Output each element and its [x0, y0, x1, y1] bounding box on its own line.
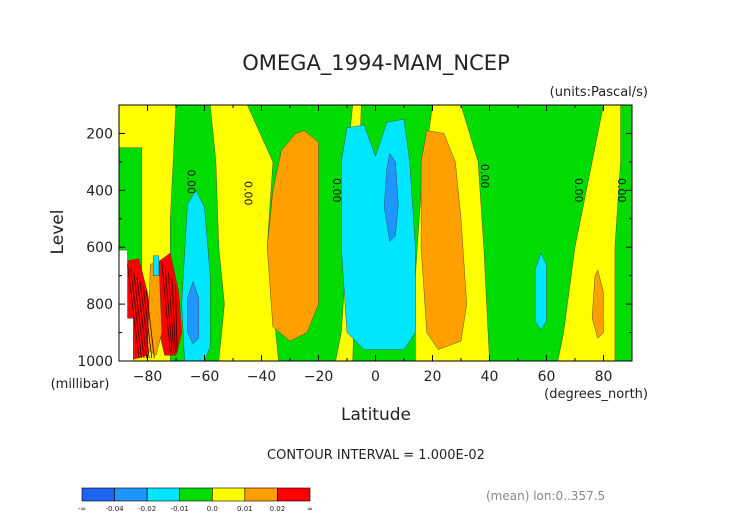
y-tick-label: 400: [86, 183, 113, 199]
contour-region-orange-blob-s25: [267, 130, 319, 342]
legend-level-label: ∞: [307, 505, 313, 513]
dense-contour-line: [136, 277, 148, 359]
dense-contour-line: [130, 268, 142, 359]
x-tick-label: −80: [133, 369, 163, 385]
legend-swatch: [114, 487, 148, 502]
x-tick-label: 40: [481, 369, 499, 385]
x-tick-label: −20: [304, 369, 334, 385]
contour-region-cyan-spot-s78: [152, 255, 160, 276]
legend-level-label: -0.04: [106, 505, 125, 513]
zero-contour-label: 0.00: [615, 178, 628, 203]
legend-level-label: -0.01: [171, 505, 189, 513]
contour-region-cyan-strip-n60: [534, 252, 547, 330]
dense-contour-line: [168, 272, 175, 353]
contour-region-cyan-band-eq: [341, 118, 416, 350]
contour-interval-text: CONTOUR INTERVAL = 1.000E-02: [267, 448, 485, 463]
zero-contour-label: 0.00: [330, 178, 343, 203]
legend-swatch: [146, 487, 181, 502]
zero-contour-label: 0.00: [241, 181, 254, 206]
legend-level-label: 0.0: [207, 505, 218, 513]
dense-contour-line: [133, 272, 145, 359]
x-axis-label: Latitude: [341, 405, 411, 425]
contour-region-blue-strip-s63: [187, 281, 200, 345]
x-tick-label: 80: [595, 369, 613, 385]
legend-level-label: 0.02: [270, 505, 286, 513]
legend-swatch: [81, 487, 115, 502]
legend-level-label: -0.02: [138, 505, 156, 513]
legend-swatch: [244, 487, 278, 502]
x-tick-label: 60: [538, 369, 556, 385]
y-axis: 200 400 600 800 1000: [77, 126, 632, 370]
contour-region-blue-strip-eq: [383, 153, 399, 242]
y-tick-label: 1000: [77, 354, 113, 370]
y-units-label: (millibar): [51, 377, 110, 392]
chart-title: OMEGA_1994-MAM_NCEP: [242, 51, 509, 76]
dense-contour-line: [139, 281, 150, 359]
legend-swatch: [277, 487, 311, 502]
x-axis: −80 −60 −40 −20 0 20 40 60 80: [118, 105, 633, 385]
dense-contour-line: [142, 285, 153, 359]
y-tick-label: 800: [86, 297, 113, 313]
plot-area: [118, 104, 633, 362]
x-tick-label: 0: [371, 369, 380, 385]
units-label: (units:Pascal/s): [550, 85, 648, 100]
y-axis-label: Level: [48, 210, 68, 255]
legend-swatch: [179, 487, 213, 502]
x-units-label: (degrees_north): [544, 387, 648, 402]
dense-contour-line: [127, 264, 140, 359]
footer-text: (mean) lon:0..357.5: [486, 489, 605, 503]
x-tick-label: 20: [424, 369, 442, 385]
zero-contour-label: 0.00: [478, 164, 491, 189]
legend-level-label: -∞: [78, 505, 86, 513]
zero-contour-label: 0.00: [184, 170, 197, 195]
y-tick-label: 600: [86, 240, 113, 256]
dense-contour-line: [161, 261, 171, 353]
dense-contour-line: [164, 267, 173, 353]
dense-contour-line: [171, 278, 176, 353]
contour-region-orange-blob-n20: [420, 130, 467, 350]
legend-swatch: [211, 487, 246, 502]
x-tick-label: −40: [247, 369, 277, 385]
contour-region-green-band-n40: [460, 104, 604, 362]
zero-contour-labels: 0.00 0.00 0.00 0.00 0.00 0.00: [184, 164, 627, 206]
color-legend: -∞ -0.04 -0.02 -0.01 0.0 0.01 0.02 ∞: [78, 487, 313, 513]
contour-region-orange-strip-n80: [591, 269, 604, 339]
y-tick-label: 200: [86, 126, 113, 142]
dense-contour-line: [145, 289, 155, 359]
legend-level-label: 0.01: [237, 505, 253, 513]
dense-contour-line: [175, 284, 178, 353]
zero-contour-label: 0.00: [572, 178, 585, 203]
x-tick-label: −60: [190, 369, 220, 385]
